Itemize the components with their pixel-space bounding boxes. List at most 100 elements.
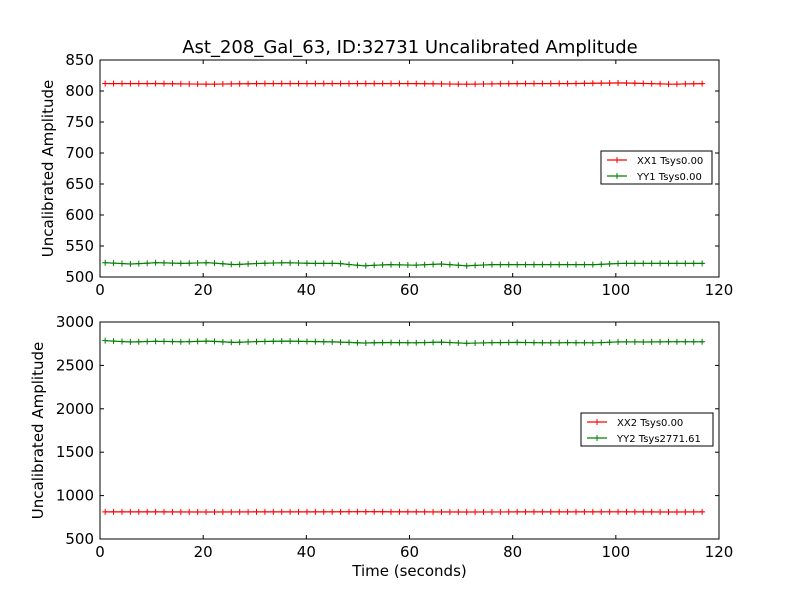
data-point-marker	[186, 260, 193, 267]
data-point-marker	[253, 260, 260, 267]
data-point-marker	[404, 80, 411, 87]
data-point-marker	[102, 259, 109, 266]
data-point-marker	[270, 260, 277, 267]
data-point-marker	[631, 508, 638, 515]
data-point-marker	[606, 260, 613, 267]
data-point-marker	[564, 261, 571, 268]
data-point-marker	[194, 338, 201, 345]
data-point-marker	[505, 80, 512, 87]
data-point-marker	[640, 80, 647, 87]
data-point-marker	[144, 338, 151, 345]
data-point-marker	[161, 508, 168, 515]
data-point-marker	[488, 80, 495, 87]
data-point-marker	[505, 261, 512, 268]
data-point-marker	[303, 260, 310, 267]
chart-top: 0 20 40 60 80 100 120 500 550 600 650 700 750 800 850 U…	[39, 51, 733, 299]
y-axis-label: Uncalibrated Amplitude	[39, 80, 57, 257]
data-point-marker	[261, 508, 268, 515]
data-point-marker	[598, 339, 605, 346]
data-point-marker	[329, 338, 336, 345]
data-point-marker	[530, 80, 537, 87]
data-point-marker	[118, 338, 125, 345]
data-point-marker	[186, 508, 193, 515]
data-point-marker	[127, 508, 134, 515]
data-point-marker	[169, 508, 176, 515]
data-point-marker	[337, 260, 344, 267]
y-tick-label: 3000	[56, 313, 94, 331]
data-point-marker	[564, 508, 571, 515]
data-point-marker	[682, 338, 689, 345]
data-point-marker	[371, 262, 378, 269]
data-point-marker	[573, 339, 580, 346]
data-point-marker	[152, 259, 159, 266]
data-point-marker	[329, 260, 336, 267]
data-point-marker	[396, 80, 403, 87]
data-point-marker	[118, 508, 125, 515]
data-point-marker	[354, 339, 361, 346]
legend-marker	[614, 157, 620, 163]
data-point-marker	[219, 260, 226, 267]
data-point-marker	[303, 338, 310, 345]
data-point-marker	[219, 81, 226, 88]
data-point-marker	[430, 80, 437, 87]
y-tick-label: 600	[65, 206, 94, 224]
data-point-marker	[177, 80, 184, 87]
data-point-marker	[631, 260, 638, 267]
data-point-marker	[514, 339, 521, 346]
data-point-marker	[573, 80, 580, 87]
data-point-marker	[228, 508, 235, 515]
data-point-marker	[665, 260, 672, 267]
data-point-marker	[102, 80, 109, 87]
data-point-marker	[623, 508, 630, 515]
data-point-marker	[118, 260, 125, 267]
data-point-marker	[102, 508, 109, 515]
data-point-marker	[699, 338, 706, 345]
data-point-marker	[303, 80, 310, 87]
data-point-marker	[488, 261, 495, 268]
data-point-marker	[320, 508, 327, 515]
x-tick-label: 100	[602, 281, 631, 299]
data-point-marker	[648, 80, 655, 87]
data-point-marker	[287, 259, 294, 266]
x-tick-label: 80	[503, 543, 522, 561]
data-point-marker	[480, 508, 487, 515]
data-point-marker	[177, 338, 184, 345]
data-point-marker	[488, 508, 495, 515]
data-point-marker	[312, 260, 319, 267]
data-point-marker	[135, 508, 142, 515]
chart-title: Ast_208_Gal_63, ID:32731 Uncalibrated Am…	[182, 37, 638, 58]
data-point-marker	[682, 508, 689, 515]
data-point-marker	[345, 339, 352, 346]
x-tick-label: 40	[297, 281, 316, 299]
data-point-marker	[278, 508, 285, 515]
data-point-marker	[699, 260, 706, 267]
data-point-marker	[539, 339, 546, 346]
data-point-marker	[312, 80, 319, 87]
data-point-marker	[690, 338, 697, 345]
data-point-marker	[371, 80, 378, 87]
data-point-marker	[446, 508, 453, 515]
data-point-marker	[329, 80, 336, 87]
data-point-marker	[236, 508, 243, 515]
data-point-marker	[598, 261, 605, 268]
data-point-marker	[514, 508, 521, 515]
data-point-marker	[505, 508, 512, 515]
data-point-marker	[606, 339, 613, 346]
data-point-marker	[598, 80, 605, 87]
data-point-marker	[673, 338, 680, 345]
data-point-marker	[261, 260, 268, 267]
data-point-marker	[598, 508, 605, 515]
data-point-marker	[606, 80, 613, 87]
data-point-marker	[203, 338, 210, 345]
data-point-marker	[404, 262, 411, 269]
y-tick-label: 2000	[56, 400, 94, 418]
data-point-marker	[446, 80, 453, 87]
data-point-marker	[463, 262, 470, 269]
data-point-marker	[379, 508, 386, 515]
data-point-marker	[657, 338, 664, 345]
data-point-marker	[640, 508, 647, 515]
data-point-marker	[564, 339, 571, 346]
data-point-marker	[430, 339, 437, 346]
y-tick-label: 1000	[56, 487, 94, 505]
data-point-marker	[530, 261, 537, 268]
